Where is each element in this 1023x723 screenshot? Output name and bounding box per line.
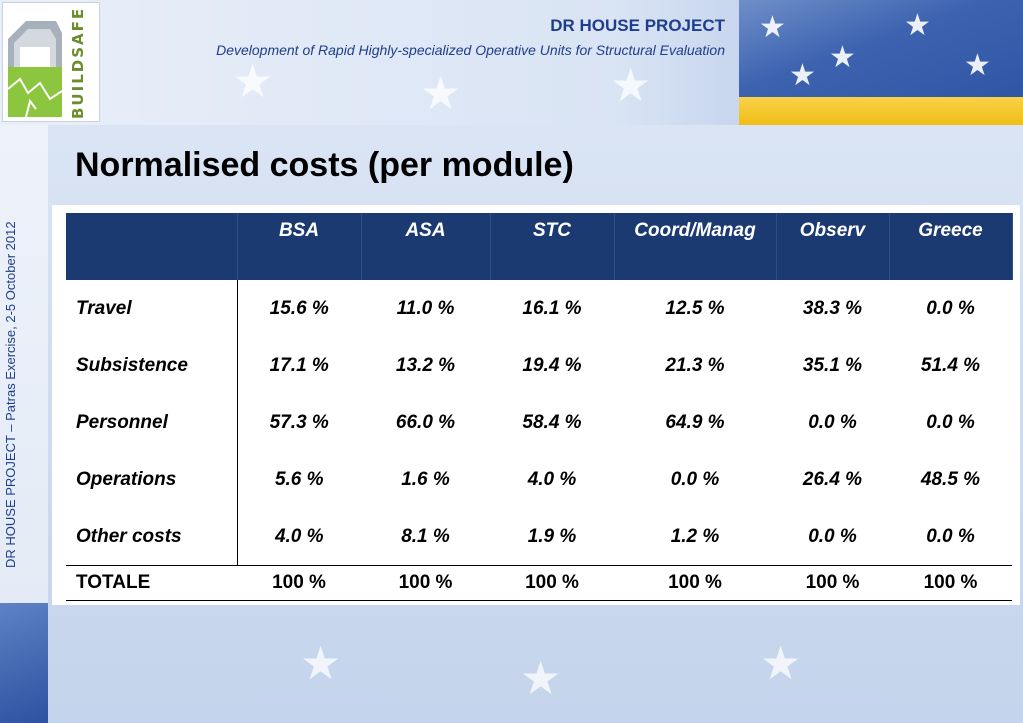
table-cell: 0.0 %	[670, 468, 720, 490]
eu-star-icon: ★	[610, 59, 652, 111]
table-cell: 13.2 %	[395, 354, 456, 376]
table-cell: 8.1 %	[401, 525, 450, 547]
table-cell: 15.6 %	[269, 297, 329, 319]
table-cell: 64.9 %	[665, 411, 725, 433]
total-cell: 100 %	[614, 565, 776, 601]
table-row: Operations 5.6 % 1.6 % 4.0 % 0.0 % 26.4 …	[66, 451, 1012, 508]
total-cell: 100 %	[776, 565, 889, 601]
table-cell: 0.0 %	[926, 411, 975, 433]
column-header: Coord/Manag	[614, 213, 777, 280]
eu-star-icon: ★	[829, 41, 856, 74]
table-cell: 0.0 %	[808, 411, 857, 433]
row-label: Travel	[66, 280, 238, 337]
table-cell: 38.3 %	[802, 297, 863, 319]
buildsafe-logo: BUILDSAFE	[2, 2, 100, 122]
project-title: DR HOUSE PROJECT	[550, 16, 725, 35]
total-cell: 100 %	[889, 565, 1012, 601]
sidebar-footer-text: DR HOUSE PROJECT – Patras Exercise, 2-5 …	[3, 221, 18, 569]
eu-star-icon: ★	[520, 652, 562, 704]
sidebar-flag-decoration	[0, 603, 48, 723]
flag-gold-band	[739, 97, 1023, 125]
table-cell: 1.2 %	[670, 525, 720, 547]
buildsafe-house-logo-icon	[6, 9, 64, 119]
table-cell: 58.4 %	[522, 411, 582, 433]
logo-wordmark: BUILDSAFE	[69, 6, 87, 119]
table-cell: 19.4 %	[522, 354, 582, 376]
row-label: Personnel	[66, 394, 238, 451]
project-subtitle: Development of Rapid Highly-specialized …	[216, 42, 725, 58]
slide-title: Normalised costs (per module)	[75, 146, 574, 184]
table-cell: 5.6 %	[274, 468, 324, 490]
total-cell: 100 %	[361, 565, 490, 601]
eu-star-icon: ★	[760, 637, 802, 689]
eu-star-icon: ★	[232, 55, 274, 107]
table-cell: 12.5 %	[665, 297, 725, 319]
table-cell: 1.9 %	[527, 525, 577, 547]
row-label: Other costs	[66, 508, 238, 566]
total-cell: 100 %	[490, 565, 614, 601]
eu-star-icon: ★	[964, 49, 991, 82]
eu-star-icon: ★	[904, 9, 931, 42]
column-header: Observ	[776, 213, 890, 280]
table-cell: 35.1 %	[802, 354, 863, 376]
row-label: Operations	[66, 451, 238, 508]
column-header: Greece	[889, 213, 1013, 280]
table-cell: 11.0 %	[396, 297, 455, 319]
table-row: Other costs 4.0 % 8.1 % 1.9 % 1.2 % 0.0 …	[66, 508, 1012, 566]
column-header: BSA	[237, 213, 362, 280]
column-header: ASA	[361, 213, 491, 280]
table-cell: 21.3 %	[665, 354, 725, 376]
table-row: Personnel 57.3 % 66.0 % 58.4 % 64.9 % 0.…	[66, 394, 1012, 451]
costs-table-panel: BSA ASA STC Coord/Manag Observ Greece Tr…	[52, 205, 1020, 605]
left-sidebar	[0, 125, 48, 723]
table-cell: 0.0 %	[926, 525, 975, 547]
total-cell: 100 %	[237, 565, 361, 601]
eu-star-icon: ★	[759, 11, 786, 44]
table-cell: 0.0 %	[808, 525, 857, 547]
table-cell: 0.0 %	[926, 297, 975, 319]
eu-flag-image: ★ ★ ★ ★ ★	[739, 0, 1023, 97]
eu-star-icon: ★	[789, 59, 816, 92]
table-row: Subsistence 17.1 % 13.2 % 19.4 % 21.3 % …	[66, 337, 1012, 394]
table-cell: 17.1 %	[269, 354, 329, 376]
table-cell: 4.0 %	[274, 525, 324, 547]
total-label: TOTALE	[66, 565, 237, 601]
table-cell: 57.3 %	[269, 411, 329, 433]
table-corner-cell	[66, 213, 238, 280]
table-cell: 66.0 %	[395, 411, 456, 433]
table-cell: 26.4 %	[802, 468, 863, 490]
eu-star-icon: ★	[300, 637, 342, 689]
table-cell: 1.6 %	[401, 468, 450, 490]
table-header-row: BSA ASA STC Coord/Manag Observ Greece	[66, 213, 1013, 280]
row-label: Subsistence	[66, 337, 238, 394]
eu-star-icon: ★	[420, 67, 462, 119]
total-row: TOTALE 100 % 100 % 100 % 100 % 100 % 100…	[66, 565, 1012, 601]
table-cell: 16.1 %	[522, 297, 582, 319]
costs-table: BSA ASA STC Coord/Manag Observ Greece Tr…	[66, 213, 1013, 601]
table-cell: 48.5 %	[920, 468, 981, 490]
table-cell: 4.0 %	[527, 468, 577, 490]
table-row: Travel 15.6 % 11.0 % 16.1 % 12.5 % 38.3 …	[66, 280, 1012, 337]
column-header: STC	[490, 213, 615, 280]
table-cell: 51.4 %	[920, 354, 981, 376]
